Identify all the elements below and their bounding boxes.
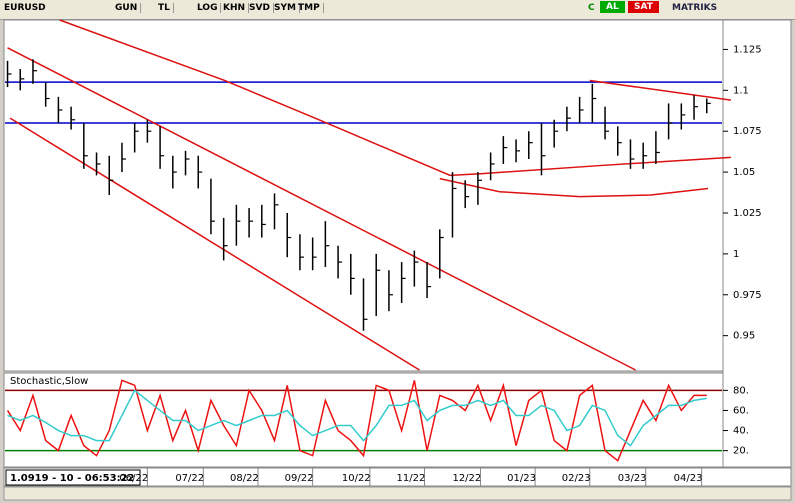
- y-tick-label: 1.125: [733, 44, 762, 55]
- x-tick-label: 11/22: [397, 473, 426, 484]
- button[interactable]: SVD: [249, 3, 274, 13]
- x-tick-label: 06/22: [119, 473, 148, 484]
- series-line: [7, 389, 707, 447]
- indicator-title: Stochastic,Slow: [10, 376, 88, 387]
- button[interactable]: TMP: [298, 3, 324, 13]
- x-tick-label: 04/23: [674, 473, 703, 484]
- trend-line: [439, 177, 709, 198]
- symbol[interactable]: EURUSD: [4, 3, 46, 13]
- button[interactable]: KHN: [223, 3, 250, 13]
- trend-line: [7, 47, 636, 371]
- y-tick-label: 1: [733, 249, 739, 260]
- y-tick-label: 60.: [733, 405, 749, 416]
- y-tick-label: 1.025: [733, 208, 762, 219]
- button[interactable]: GUN: [115, 3, 142, 13]
- scrollbar[interactable]: [3, 486, 792, 501]
- x-axis-area: [3, 467, 792, 487]
- brand: MATRIKS: [672, 3, 718, 13]
- x-tick-label: 01/23: [507, 473, 536, 484]
- button[interactable]: TL: [158, 3, 174, 13]
- sell-button[interactable]: SAT: [628, 1, 659, 13]
- series-line: [6, 379, 707, 462]
- toolbar: EURUSD GUN TL LOG KHN SVD SYM TMP C AL S…: [0, 0, 795, 20]
- y-tick-label: 40.: [733, 426, 749, 437]
- trend-line: [9, 117, 420, 371]
- x-tick-label: 08/22: [230, 473, 259, 484]
- x-tick-label: 02/23: [562, 473, 591, 484]
- status: 1.0919 - 10 - 06:53:22: [10, 473, 135, 484]
- x-tick-label: 09/22: [285, 473, 314, 484]
- x-tick-label: 03/23: [618, 473, 647, 484]
- y-tick-label: 20.: [733, 446, 749, 457]
- x-tick-label: 10/22: [342, 473, 371, 484]
- y-tick-label: 1.05: [733, 167, 755, 178]
- y-axis-area: [722, 19, 792, 468]
- y-tick-label: 1.075: [733, 126, 762, 137]
- x-tick-label: 12/22: [452, 473, 481, 484]
- button[interactable]: C: [588, 3, 595, 13]
- button[interactable]: SYM: [274, 3, 300, 13]
- y-tick-label: 80.: [733, 385, 749, 396]
- status-box: [5, 469, 141, 486]
- button[interactable]: LOG: [197, 3, 222, 13]
- x-tick-label: 07/22: [175, 473, 204, 484]
- y-tick-label: 0.975: [733, 290, 762, 301]
- trend-line: [589, 79, 732, 101]
- trend-line: [59, 19, 731, 177]
- buy-button[interactable]: AL: [600, 1, 625, 13]
- y-tick-label: 1.1: [733, 85, 749, 96]
- y-tick-label: 0.95: [733, 331, 755, 342]
